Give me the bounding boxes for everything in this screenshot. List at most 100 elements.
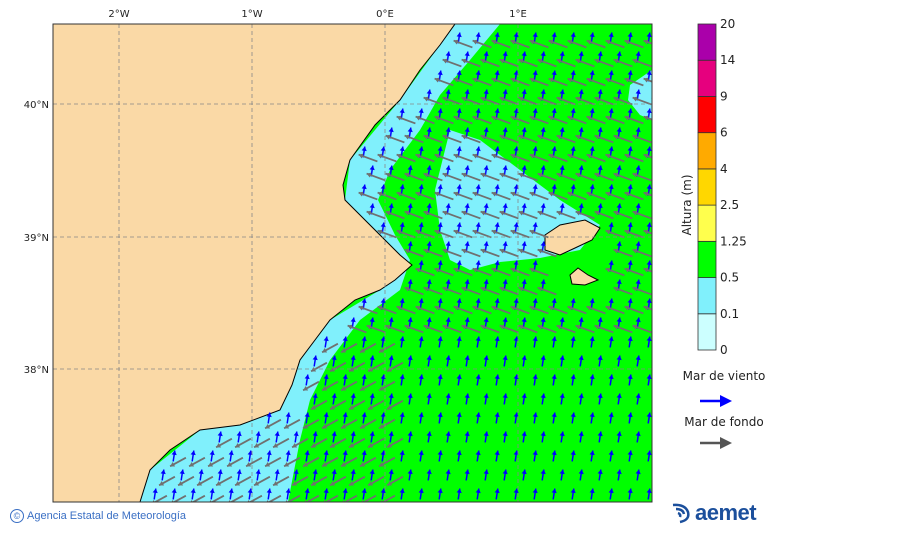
wind-sea-arrow-head bbox=[551, 32, 557, 38]
colorbar-tick-label: 2.5 bbox=[720, 198, 739, 212]
wind-sea-arrow-head bbox=[399, 374, 405, 380]
swell-arrow-head bbox=[303, 385, 309, 391]
swell-arrow-head bbox=[605, 191, 611, 197]
wind-sea-arrow-head bbox=[616, 317, 622, 323]
wind-sea-arrow-head bbox=[627, 412, 633, 418]
wind-sea-arrow-head bbox=[350, 317, 356, 323]
wind-sea-arrow-head bbox=[483, 89, 489, 95]
swell-arrow-head bbox=[567, 153, 573, 159]
wind-sea-arrow-head bbox=[494, 222, 500, 228]
swell-arrow-head bbox=[472, 115, 478, 121]
swell-arrow-head bbox=[472, 77, 478, 83]
swell-arrow-head bbox=[423, 286, 429, 292]
wind-sea-arrow-head bbox=[418, 260, 424, 266]
swell-arrow-head bbox=[510, 267, 516, 273]
wind-sea-arrow-head bbox=[502, 203, 508, 209]
wind-sea-arrow-head bbox=[597, 165, 603, 171]
swell-arrow-head bbox=[518, 58, 524, 64]
wind-sea-arrow-head bbox=[578, 355, 584, 361]
swell-arrow-head bbox=[499, 248, 505, 254]
wind-sea-arrow-head bbox=[532, 222, 538, 228]
wind-sea-arrow-head bbox=[407, 355, 413, 361]
wind-sea-arrow-head bbox=[342, 374, 348, 380]
wind-sea-arrow-head bbox=[578, 393, 584, 399]
wind-sea-arrow-head bbox=[513, 450, 519, 456]
swell-arrow-head bbox=[379, 385, 385, 391]
wind-sea-arrow-head bbox=[540, 317, 546, 323]
wind-sea-arrow-head bbox=[559, 317, 565, 323]
wind-sea-arrow-head bbox=[171, 488, 177, 494]
swell-arrow-head bbox=[423, 324, 429, 330]
wind-sea-arrow-head bbox=[589, 184, 595, 190]
swell-arrow-head bbox=[377, 191, 383, 197]
swell-arrow-head bbox=[510, 191, 516, 197]
colorbar-segment bbox=[697, 240, 717, 278]
wind-sea-arrow-head bbox=[456, 146, 462, 152]
wind-sea-arrow-head bbox=[502, 51, 508, 57]
swell-arrow bbox=[651, 324, 652, 327]
wind-sea-arrow-head bbox=[646, 298, 652, 304]
wind-sea-arrow-head bbox=[312, 469, 318, 475]
swell-arrow-head bbox=[510, 39, 516, 45]
wind-sea-arrow-head bbox=[399, 336, 405, 342]
wind-sea-arrow-head bbox=[559, 203, 565, 209]
wind-sea-arrow-head bbox=[407, 317, 413, 323]
wind-sea-arrow-head bbox=[247, 450, 253, 456]
wind-sea-arrow-head bbox=[228, 450, 234, 456]
wind-sea-arrow-head bbox=[502, 393, 508, 399]
wind-sea-arrow-head bbox=[608, 488, 614, 494]
wind-sea-arrow-head bbox=[608, 222, 614, 228]
swell-arrow-head bbox=[284, 423, 290, 429]
lon-label: 2°W bbox=[108, 9, 129, 20]
swell-arrow-head bbox=[368, 442, 374, 448]
colorbar: 0 0.1 0.5 1.25 2.5 4 6 9 14 20 bbox=[697, 17, 747, 357]
aemet-logo: aemet bbox=[670, 500, 757, 526]
wind-sea-arrow-head bbox=[635, 165, 641, 171]
wind-sea-arrow-head bbox=[513, 184, 519, 190]
wind-sea-arrow-head bbox=[464, 317, 470, 323]
wind-sea-arrow-head bbox=[627, 146, 633, 152]
swell-arrow-head bbox=[442, 210, 448, 216]
wind-sea-arrow-head bbox=[304, 488, 310, 494]
wind-sea-arrow-head bbox=[655, 128, 660, 133]
swell-arrow-head bbox=[358, 191, 364, 197]
swell-arrow-head bbox=[311, 442, 317, 448]
wind-sea-arrow-head bbox=[331, 469, 337, 475]
swell-arrow-head bbox=[170, 461, 176, 467]
swell-arrow-head bbox=[152, 499, 155, 502]
wind-sea-arrow-head bbox=[597, 431, 603, 437]
wind-sea-arrow bbox=[656, 318, 658, 329]
wind-sea-arrow-head bbox=[369, 431, 375, 437]
wind-sea-arrow-head bbox=[380, 412, 386, 418]
swell-arrow-head bbox=[396, 229, 402, 235]
wind-sea-arrow-head bbox=[655, 280, 660, 285]
wind-sea-arrow-head bbox=[418, 336, 424, 342]
wind-sea-arrow-head bbox=[559, 89, 565, 95]
wind-sea-arrow-head bbox=[608, 336, 614, 342]
swell-arrow-head bbox=[216, 480, 222, 486]
swell-arrow-head bbox=[341, 347, 347, 353]
swell-arrow-head bbox=[643, 191, 649, 197]
wind-sea-arrow-head bbox=[494, 336, 500, 342]
wind-sea-arrow-head bbox=[570, 146, 576, 152]
wind-sea-arrow-head bbox=[551, 450, 557, 456]
swell-arrow bbox=[248, 494, 263, 502]
swell-arrow-head bbox=[254, 442, 260, 448]
wind-sea-arrow-head bbox=[418, 108, 424, 114]
wind-sea-arrow-head bbox=[635, 279, 641, 285]
swell-arrow-head bbox=[235, 480, 241, 486]
swell-arrow-head bbox=[491, 229, 497, 235]
wind-sea-arrow-head bbox=[426, 89, 432, 95]
swell-arrow-head bbox=[171, 499, 174, 502]
wind-sea-arrow-head bbox=[437, 298, 443, 304]
wind-sea-arrow-head bbox=[646, 146, 652, 152]
swell-arrow-head bbox=[586, 191, 592, 197]
wind-sea-arrow-head bbox=[513, 70, 519, 76]
wind-sea-arrow-head bbox=[369, 317, 375, 323]
wind-sea-arrow-head bbox=[551, 108, 557, 114]
swell-arrow bbox=[651, 286, 652, 289]
wind-sea-arrow-head bbox=[635, 317, 641, 323]
swell-arrow-head bbox=[423, 96, 429, 102]
swell-arrow-head bbox=[303, 423, 309, 429]
wind-sea-arrow-head bbox=[331, 431, 337, 437]
